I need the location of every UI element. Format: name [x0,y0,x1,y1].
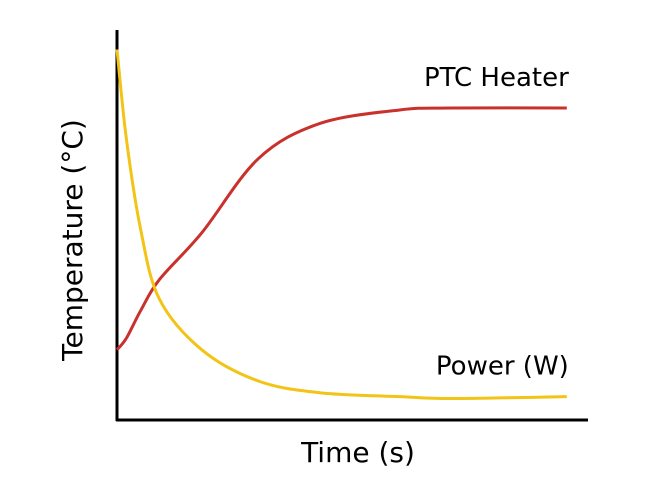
series-line [115,49,567,401]
y-axis-label: Temperature (°C) [56,119,89,362]
x-axis-label: Time (s) [300,436,415,469]
series-line [115,106,567,351]
series-label: Power (W) [436,352,569,382]
series-label: PTC Heater [424,63,569,93]
